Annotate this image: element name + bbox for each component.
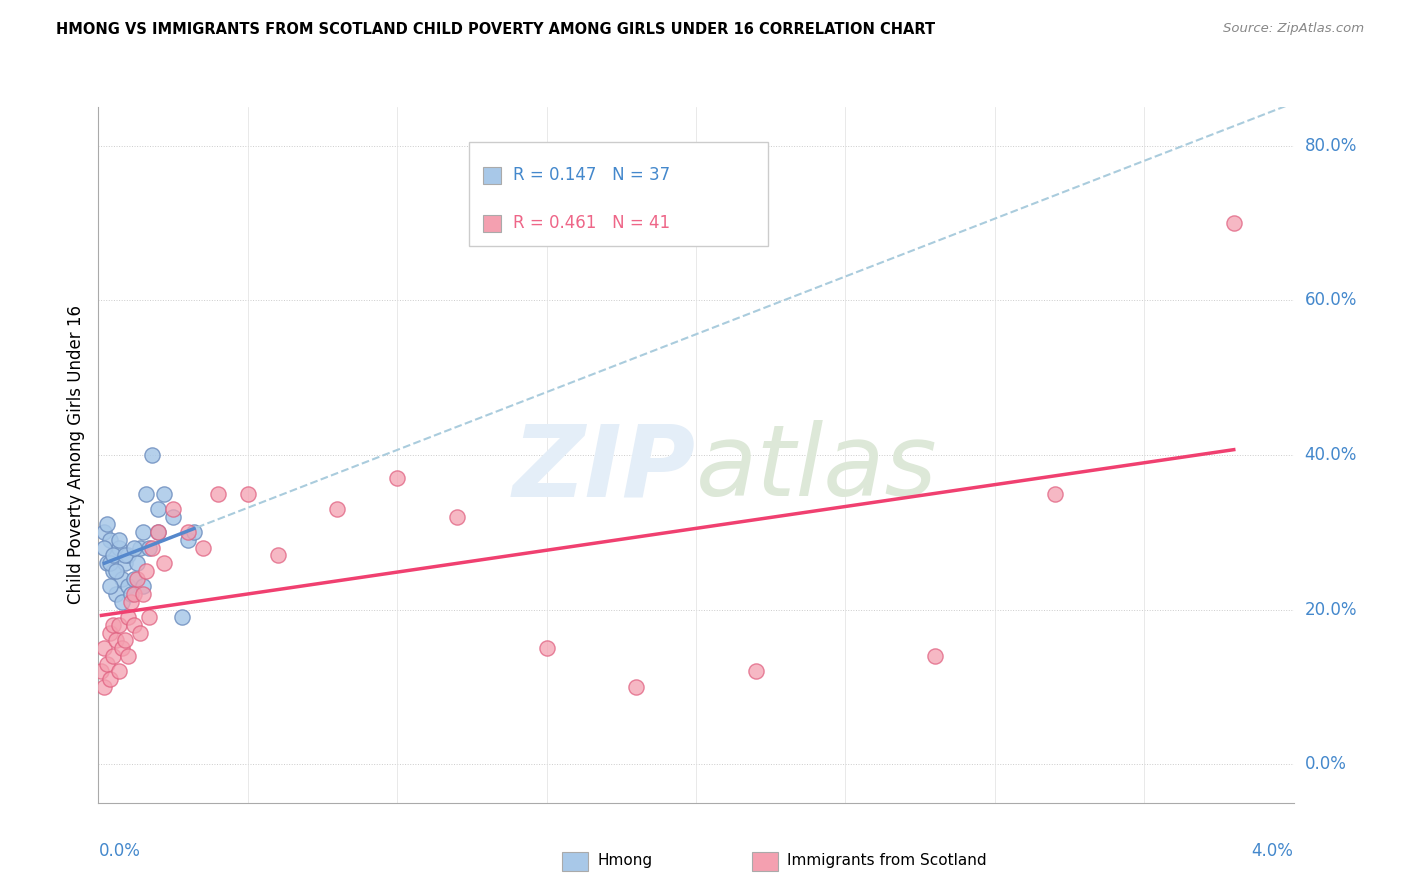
Point [326, 502, 349, 516]
Point [183, 525, 205, 540]
Point [135, 564, 157, 578]
Point [153, 556, 176, 570]
Point [127, 556, 149, 570]
Text: 80.0%: 80.0% [1305, 136, 1357, 154]
Text: 0.0%: 0.0% [1305, 756, 1347, 773]
Point [135, 486, 157, 500]
Point [141, 448, 163, 462]
Text: ZIP: ZIP [513, 420, 696, 517]
Point [105, 633, 128, 648]
Point [446, 509, 468, 524]
Text: 60.0%: 60.0% [1305, 292, 1357, 310]
Point [745, 665, 768, 679]
Point [105, 587, 128, 601]
Text: 20.0%: 20.0% [1305, 600, 1357, 618]
Text: R = 0.461   N = 41: R = 0.461 N = 41 [513, 214, 671, 232]
Point [114, 633, 136, 648]
Point [1043, 486, 1066, 500]
Point [117, 610, 139, 624]
Point [138, 541, 160, 555]
Point [132, 525, 155, 540]
Point [148, 525, 170, 540]
Point [93, 680, 115, 694]
Point [132, 587, 155, 601]
Point [236, 486, 259, 500]
Point [105, 549, 128, 563]
Point [207, 486, 229, 500]
Point [117, 549, 139, 563]
Text: R = 0.147   N = 37: R = 0.147 N = 37 [513, 166, 671, 185]
Point [98, 556, 122, 570]
Point [108, 533, 131, 547]
Point [105, 564, 128, 578]
Point [111, 595, 134, 609]
Point [153, 486, 176, 500]
Point [127, 572, 149, 586]
Point [124, 572, 146, 586]
Point [96, 657, 118, 671]
Text: atlas: atlas [696, 420, 938, 517]
Point [108, 618, 131, 632]
Point [148, 525, 170, 540]
Point [924, 648, 946, 663]
Point [117, 648, 139, 663]
Point [267, 549, 290, 563]
Point [96, 517, 118, 532]
Point [108, 541, 131, 555]
Point [132, 579, 155, 593]
Point [148, 502, 170, 516]
FancyBboxPatch shape [484, 215, 501, 232]
Point [162, 509, 184, 524]
Text: Immigrants from Scotland: Immigrants from Scotland [787, 854, 987, 868]
Point [124, 618, 146, 632]
Y-axis label: Child Poverty Among Girls Under 16: Child Poverty Among Girls Under 16 [66, 305, 84, 605]
Point [124, 541, 146, 555]
Point [98, 533, 122, 547]
Point [162, 502, 184, 516]
Point [93, 525, 115, 540]
Point [103, 618, 125, 632]
Point [624, 680, 647, 694]
Point [117, 579, 139, 593]
Point [385, 471, 409, 485]
Point [98, 579, 122, 593]
Point [138, 610, 160, 624]
Point [93, 641, 115, 656]
Point [103, 549, 125, 563]
Text: 0.0%: 0.0% [98, 842, 141, 860]
Text: Hmong: Hmong [598, 854, 652, 868]
Point [129, 541, 152, 555]
Point [98, 625, 122, 640]
Text: 40.0%: 40.0% [1305, 446, 1357, 464]
Point [103, 564, 125, 578]
Point [90, 665, 112, 679]
Point [141, 541, 163, 555]
Point [536, 641, 558, 656]
Text: 4.0%: 4.0% [1251, 842, 1294, 860]
Point [111, 641, 134, 656]
FancyBboxPatch shape [484, 167, 501, 184]
Point [114, 549, 136, 563]
Point [191, 541, 214, 555]
Point [111, 572, 134, 586]
Point [114, 556, 136, 570]
Text: Source: ZipAtlas.com: Source: ZipAtlas.com [1223, 22, 1364, 36]
Point [177, 525, 200, 540]
Point [98, 672, 122, 686]
Text: HMONG VS IMMIGRANTS FROM SCOTLAND CHILD POVERTY AMONG GIRLS UNDER 16 CORRELATION: HMONG VS IMMIGRANTS FROM SCOTLAND CHILD … [56, 22, 935, 37]
Point [120, 595, 142, 609]
Point [177, 533, 200, 547]
Point [1222, 216, 1246, 230]
FancyBboxPatch shape [470, 142, 768, 246]
Point [108, 665, 131, 679]
Point [96, 556, 118, 570]
Point [129, 625, 152, 640]
Point [124, 587, 146, 601]
Point [93, 541, 115, 555]
Point [120, 587, 142, 601]
Point [103, 648, 125, 663]
Point [172, 610, 194, 624]
